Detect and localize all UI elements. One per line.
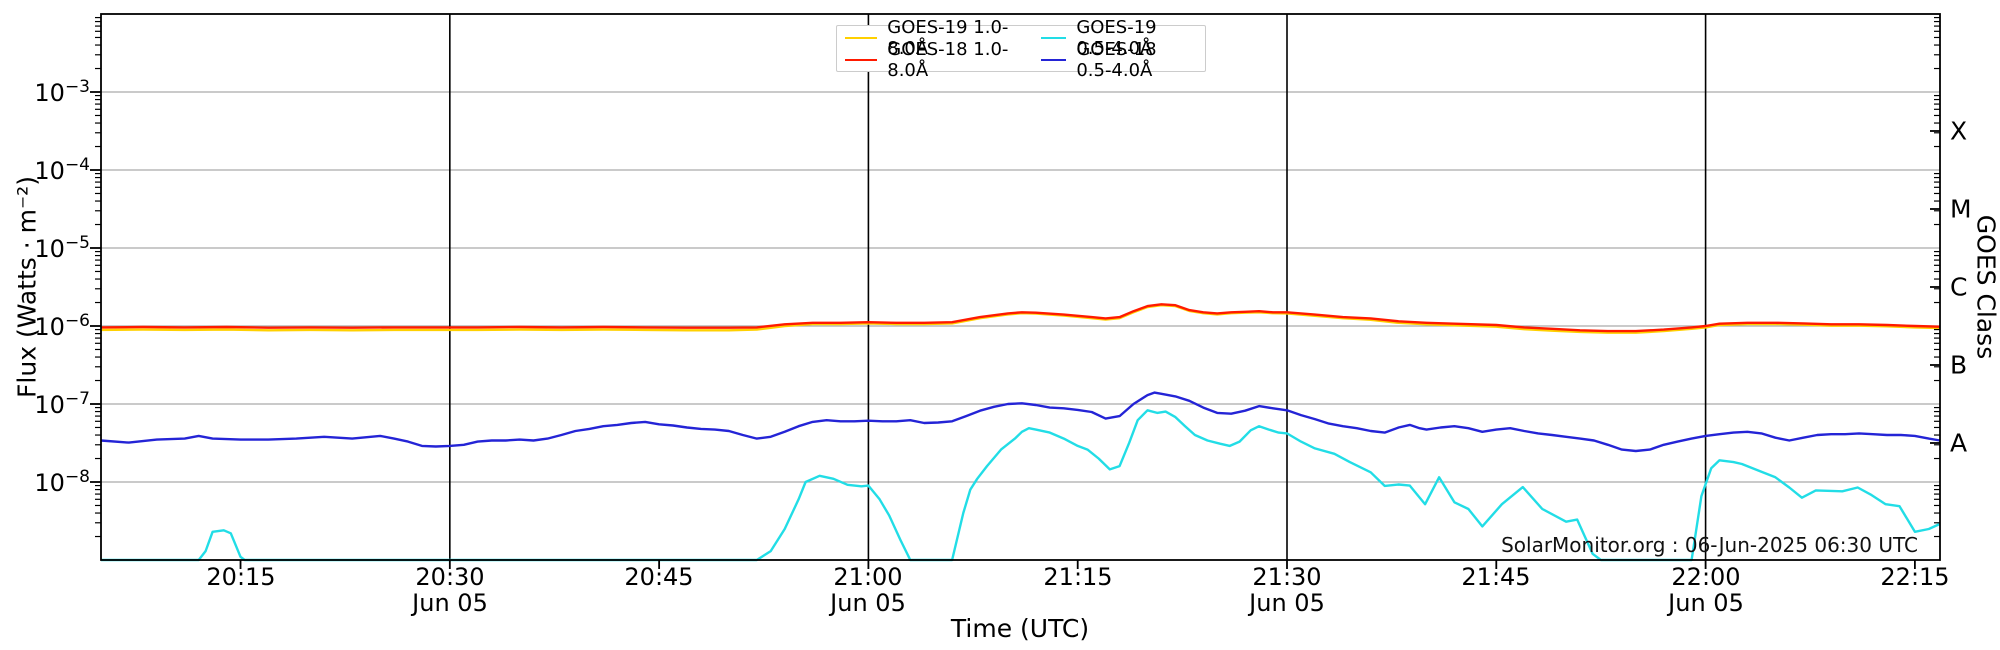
legend-label: GOES-19 1.0-8.0Å [887, 16, 1009, 59]
watermark: SolarMonitor.org : 06-Jun-2025 06:30 UTC [1501, 533, 1918, 557]
x-tick-label: 20:30 [415, 563, 485, 591]
x-axis-title: Time (UTC) [950, 614, 1090, 643]
legend-line-swatch [1041, 36, 1067, 39]
legend-line-swatch [1041, 58, 1067, 61]
legend-label: GOES-19 0.5-4.0Å [1076, 16, 1157, 59]
legend-label: GOES-18 1.0-8.0Å [887, 38, 1009, 81]
series-line-1 [100, 303, 1941, 333]
x-tick-date-label: Jun 05 [412, 589, 488, 617]
goes-class-label: B [1950, 350, 1968, 380]
legend-item: GOES-19 1.0-8.0Å [845, 17, 1041, 59]
y-tick-exponent: −7 [64, 389, 90, 409]
y-tick-exponent: −5 [64, 233, 90, 253]
series-line-2 [101, 409, 1941, 562]
x-tick-label: 21:30 [1252, 563, 1322, 591]
y-tick-exponent: −8 [64, 467, 90, 487]
legend-item: GOES-19 0.5-4.0Å [1041, 17, 1197, 59]
goes-class-label: M [1950, 194, 1972, 224]
legend-item: GOES-18 1.0-8.0Å [845, 39, 1041, 81]
legend-label: GOES-18 0.5-4.0Å [1076, 38, 1157, 81]
x-tick-label: 22:00 [1671, 563, 1741, 591]
y-tick-label: 10−4 [34, 155, 90, 185]
goes-class-label: C [1950, 272, 1968, 302]
plot-border [100, 13, 1941, 561]
legend: GOES-19 1.0-8.0Å GOES-19 0.5-4.0Å GOES-18 … [836, 17, 1206, 81]
y-tick-exponent: −4 [64, 155, 90, 175]
y-tick-label: 10−7 [34, 389, 90, 419]
y-tick-label: 10−5 [34, 233, 90, 263]
y-tick-exponent: −3 [64, 77, 90, 97]
x-tick-label: 20:45 [624, 563, 694, 591]
x-tick-label: 20:15 [206, 563, 276, 591]
x-tick-date-label: Jun 05 [1249, 589, 1325, 617]
right-axis-title: GOES Class [1971, 214, 2000, 360]
goes-class-label: X [1950, 116, 1968, 146]
goes-class-label: A [1950, 428, 1968, 458]
x-tick-label: 22:15 [1880, 563, 1950, 591]
y-axis-title: Flux (Watts · m⁻²) [12, 176, 42, 398]
legend-item: GOES-18 0.5-4.0Å [1041, 39, 1197, 81]
x-tick-date-label: Jun 05 [1668, 589, 1744, 617]
y-tick-label: 10−8 [34, 467, 90, 497]
series-line-3 [100, 391, 1941, 453]
x-tick-label: 21:00 [833, 563, 903, 591]
x-tick-label: 21:45 [1461, 563, 1531, 591]
legend-line-swatch [845, 36, 878, 39]
y-tick-label: 10−3 [34, 77, 90, 107]
x-tick-date-label: Jun 05 [830, 589, 906, 617]
x-tick-label: 21:15 [1043, 563, 1113, 591]
y-tick-label: 10−6 [34, 311, 90, 341]
y-tick-exponent: −6 [64, 311, 90, 331]
legend-line-swatch [845, 58, 878, 61]
